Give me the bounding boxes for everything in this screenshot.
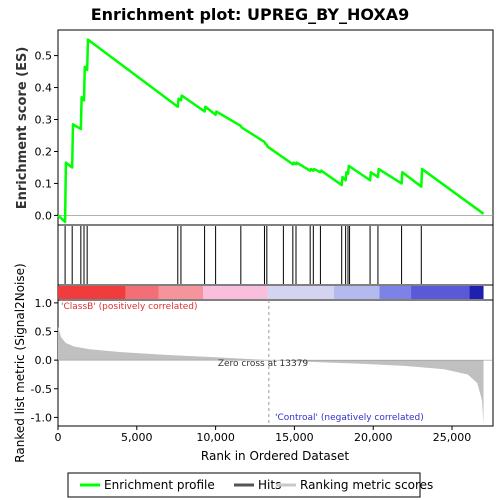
es-ytick-label-3: 0.3	[35, 114, 53, 127]
xtick-label-3: 15,000	[275, 431, 314, 444]
xtick-label-1: 5,000	[121, 431, 153, 444]
xaxis-label: Rank in Ordered Dataset	[201, 449, 349, 463]
hits-panel-frame	[58, 225, 493, 285]
colorbar-segment-2	[159, 286, 203, 299]
colorbar-layer	[58, 286, 484, 299]
colorbar-segment-6	[380, 286, 412, 299]
xtick-label-4: 20,000	[354, 431, 393, 444]
zero-cross-annotation: Zero cross at 13379	[218, 359, 309, 369]
es-ytick-label-5: 0.5	[35, 50, 53, 63]
xtick-label-0: 0	[55, 431, 62, 444]
colorbar-segment-4	[268, 286, 334, 299]
metric-ytick-label-2: 0.0	[35, 354, 53, 367]
metric-ytick-label-3: -0.5	[31, 383, 52, 396]
es-ytick-label-1: 0.1	[35, 177, 53, 190]
es-panel-frame	[58, 30, 493, 225]
legend-label-ranking-metric: Ranking metric scores	[300, 478, 433, 492]
colorbar-segment-5	[334, 286, 380, 299]
colorbar-segment-8	[469, 286, 483, 299]
colorbar-segment-3	[203, 286, 268, 299]
colorbar-segment-1	[126, 286, 159, 299]
es-ytick-label-0: 0.0	[35, 209, 53, 222]
colorbar-segment-0	[58, 286, 126, 299]
negative-class-label: 'Controal' (negatively correlated)	[275, 413, 424, 423]
es-ytick-label-4: 0.4	[35, 82, 53, 95]
xtick-label-2: 10,000	[196, 431, 235, 444]
legend-label-enrichment-profile: Enrichment profile	[104, 478, 215, 492]
metric-ylabel: Ranked list metric (Signal2Noise)	[13, 263, 27, 462]
metric-ytick-label-4: -1.0	[31, 411, 52, 424]
es-ytick-label-2: 0.2	[35, 145, 53, 158]
metric-ytick-label-0: 1.0	[35, 297, 53, 310]
xtick-label-5: 25,000	[433, 431, 472, 444]
metric-ytick-label-1: 0.5	[35, 326, 53, 339]
chart-title: Enrichment plot: UPREG_BY_HOXA9	[91, 5, 410, 24]
positive-class-label: 'ClassB' (positively correlated)	[61, 302, 198, 312]
es-ylabel: Enrichment score (ES)	[15, 47, 30, 210]
colorbar-segment-7	[411, 286, 469, 299]
legend: Enrichment profile Hits Ranking metric s…	[68, 473, 433, 497]
